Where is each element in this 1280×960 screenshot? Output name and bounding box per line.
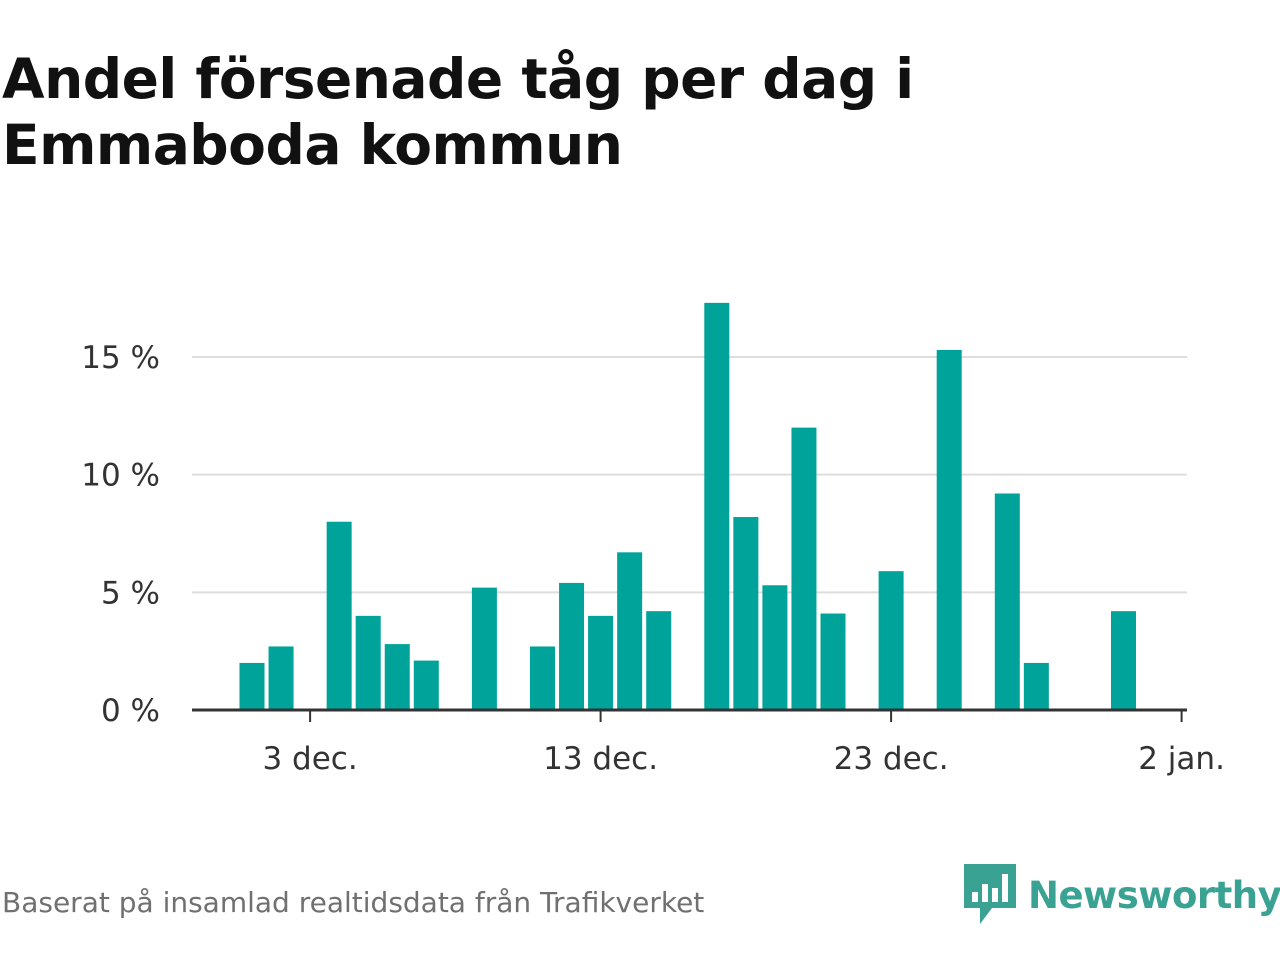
- bar: [471, 587, 497, 710]
- bar: [268, 646, 294, 710]
- bar: [1023, 662, 1049, 710]
- bars: [239, 302, 1136, 710]
- x-tick-label: 3 dec.: [262, 741, 357, 777]
- bar: [413, 660, 439, 710]
- y-tick-label: 15 %: [81, 340, 160, 376]
- x-axis: [192, 708, 1187, 722]
- y-tick-label: 5 %: [101, 575, 160, 611]
- bar: [588, 615, 614, 710]
- x-tick-label: 2 jan.: [1138, 741, 1225, 777]
- bar: [326, 521, 352, 710]
- newsworthy-logo-icon: [964, 864, 1016, 924]
- bar: [704, 302, 730, 710]
- brand-logo: Newsworthy: [964, 864, 1280, 926]
- bar: [733, 517, 759, 710]
- gridlines: [192, 356, 1187, 594]
- x-tick-label: 23 dec.: [834, 741, 949, 777]
- chart-title-line-2: Emmaboda kommun: [2, 113, 623, 177]
- chart-title: Andel försenade tåg per dag i Emmaboda k…: [2, 46, 1202, 178]
- bar: [936, 349, 962, 710]
- bar: [617, 552, 643, 710]
- y-tick-label: 0 %: [101, 693, 160, 729]
- y-tick-label: 10 %: [81, 458, 160, 494]
- bar: [878, 571, 904, 710]
- x-tick-label: 13 dec.: [543, 741, 658, 777]
- bar: [762, 585, 788, 710]
- bar: [384, 644, 410, 710]
- bar: [820, 613, 846, 710]
- bar: [559, 582, 585, 710]
- bar: [355, 615, 381, 710]
- bar: [994, 493, 1020, 710]
- bar: [1111, 611, 1136, 710]
- bar: [530, 646, 555, 710]
- source-note: Baserat på insamlad realtidsdata från Tr…: [2, 886, 705, 919]
- bar: [239, 662, 265, 710]
- bar: [646, 611, 672, 710]
- bar: [791, 427, 817, 710]
- tick-labels: 0 % 5 % 10 % 15 % 3 dec. 13 dec. 23 dec. 2 jan.: [81, 340, 1225, 777]
- brand-name: Newsworthy: [1028, 873, 1280, 917]
- chart-title-line-1: Andel försenade tåg per dag i: [2, 47, 914, 111]
- bar-chart: 0 % 5 % 10 % 15 % 3 dec. 13 dec. 23 dec. 2 jan.: [81, 302, 1225, 777]
